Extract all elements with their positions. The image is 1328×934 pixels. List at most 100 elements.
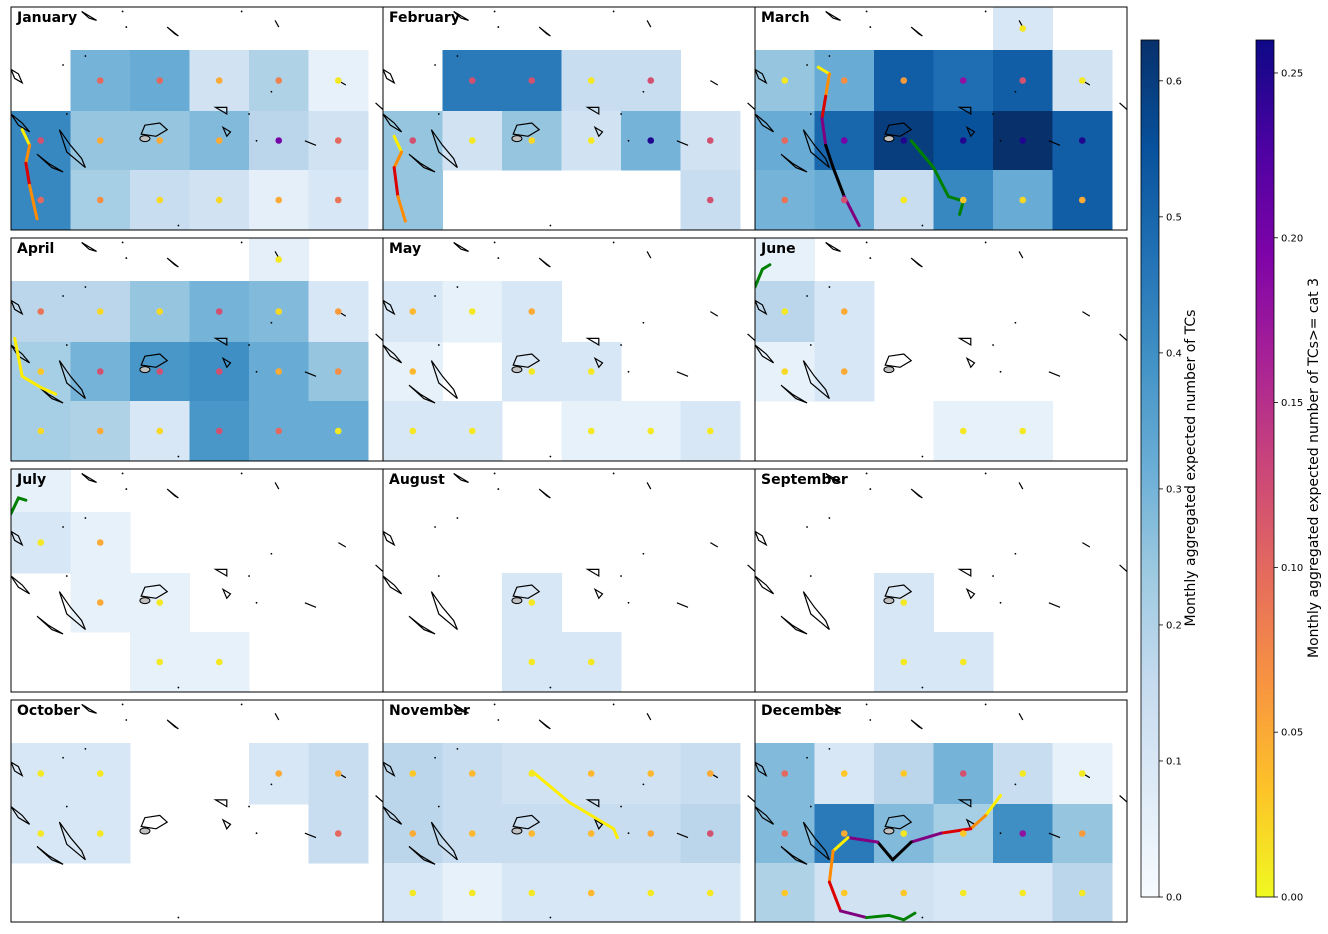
coastline	[140, 814, 169, 830]
islet	[612, 703, 615, 706]
islet	[255, 139, 258, 142]
panel-august: August	[382, 468, 756, 693]
colorbar-tick-label: 0.00	[1281, 893, 1303, 904]
cat3-dot	[781, 77, 789, 84]
cat3-dot	[900, 889, 908, 897]
track-segment	[392, 150, 404, 170]
cat3-dot	[587, 427, 595, 435]
coastline	[453, 241, 469, 252]
islet	[612, 472, 615, 475]
cat3-dot	[647, 137, 655, 144]
islet	[84, 286, 87, 288]
track-segment	[820, 117, 828, 147]
islet	[255, 370, 258, 373]
cat3-dot	[840, 137, 848, 144]
islet	[456, 517, 459, 519]
panel-title: January	[16, 10, 77, 26]
track-segment	[20, 128, 32, 147]
islet	[869, 719, 872, 721]
coastline	[538, 719, 551, 730]
coastline	[965, 356, 976, 369]
islet	[865, 241, 868, 244]
cat3-dot	[275, 770, 283, 777]
coastline	[1082, 542, 1091, 548]
track-segment	[824, 72, 831, 98]
cat3-dot	[959, 427, 967, 435]
coastline	[1018, 713, 1024, 721]
track-segment	[909, 831, 943, 844]
islet	[125, 26, 128, 28]
colorbar-plasma-bar	[1255, 39, 1275, 898]
island-fiji	[511, 366, 523, 374]
coastline	[430, 591, 458, 631]
islet	[240, 472, 243, 475]
islet	[125, 257, 128, 259]
cat3-dot	[1019, 196, 1027, 204]
islet	[865, 472, 868, 475]
cat3-dot	[1019, 427, 1027, 435]
coastline	[274, 20, 280, 28]
coastline	[383, 761, 396, 777]
islet	[1014, 783, 1017, 786]
cat3-dot	[37, 770, 45, 777]
islet	[642, 321, 645, 324]
coastline	[802, 360, 830, 400]
cat3-dot	[468, 427, 476, 435]
colorbar-blues: 0.0 0.1 0.2 0.3 0.4 0.5 0.6 Monthly aggregated…	[1140, 39, 1199, 904]
cat3-dot	[528, 889, 536, 897]
panel-july: July	[10, 468, 384, 693]
panel-title: March	[761, 10, 810, 26]
track-segment	[28, 183, 39, 221]
panel-november: November	[382, 699, 756, 923]
coastline	[213, 799, 228, 808]
islet	[612, 241, 615, 244]
colorbar-tick-label: 0.3	[1166, 484, 1182, 495]
cat3-dot	[275, 308, 283, 315]
islet	[1014, 90, 1017, 93]
panel-title: October	[17, 703, 80, 719]
coastline	[221, 587, 232, 600]
cat3-dot	[37, 368, 45, 375]
track-segment	[831, 166, 846, 199]
cat3-dot	[840, 889, 848, 897]
coastline	[747, 564, 755, 573]
coastline	[453, 703, 469, 714]
coastline	[710, 80, 719, 86]
coastline	[453, 472, 469, 483]
islet	[828, 286, 831, 288]
coastline	[755, 806, 775, 825]
cat3-dot	[334, 427, 342, 435]
coastline	[825, 241, 841, 252]
cat3-dot	[706, 889, 714, 897]
islet	[493, 472, 496, 475]
panel-title: July	[16, 472, 46, 488]
islet	[62, 64, 64, 66]
colorbar-tick-label: 0.5	[1166, 212, 1182, 223]
coastline	[430, 360, 458, 400]
cat3-dot	[706, 830, 714, 837]
coastline	[383, 68, 396, 85]
coastline	[11, 575, 31, 595]
coastline	[910, 488, 923, 499]
islet	[62, 526, 64, 528]
coastline	[304, 832, 317, 839]
coastline	[593, 587, 604, 600]
cat3-dot	[528, 308, 536, 315]
coastline	[36, 153, 64, 173]
coastline	[780, 384, 808, 404]
cat3-dot	[959, 196, 967, 204]
coastline	[304, 140, 317, 146]
islet	[497, 719, 500, 721]
cyclone-track	[865, 911, 917, 922]
islet	[869, 257, 872, 259]
islet	[620, 344, 622, 346]
coastline	[957, 799, 972, 808]
track-segment	[891, 840, 913, 862]
cat3-dot	[647, 77, 655, 84]
cat3-dot	[156, 137, 164, 144]
cat3-dot	[215, 368, 223, 375]
colorbar-tick-label: 0.2	[1166, 620, 1182, 631]
cat3-dot	[96, 308, 104, 315]
coastline	[58, 591, 86, 631]
cat3-dot	[156, 599, 164, 606]
